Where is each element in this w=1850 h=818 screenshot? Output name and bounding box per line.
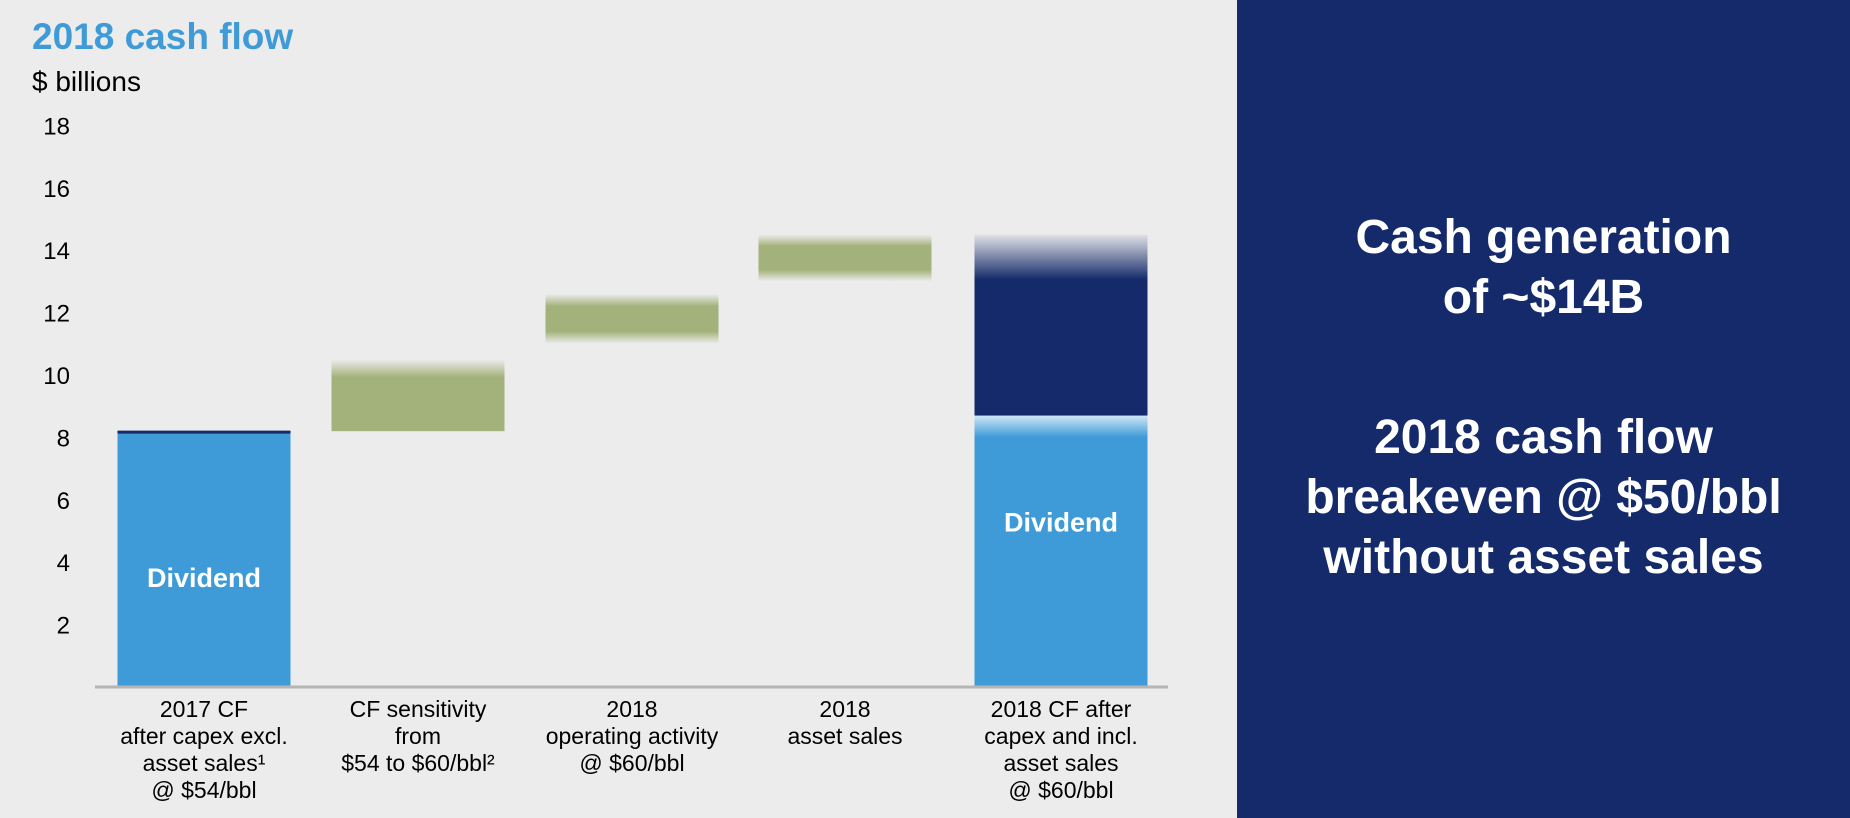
bar-2018-cash-segment xyxy=(974,234,1148,416)
cash-flow-waterfall-chart: 2 4 6 8 10 12 14 16 18 Dividend Dividend 2017 CF a… xyxy=(43,113,1168,803)
x-category-label: CF sensitivity from $54 to $60/bbl² xyxy=(341,696,495,776)
y-tick-label: 2 xyxy=(57,613,70,640)
waterfall-step-bar xyxy=(758,234,932,282)
y-tick-label: 12 xyxy=(43,301,70,328)
waterfall-step-bar xyxy=(331,359,505,432)
x-category-label: 2017 CF after capex excl. asset sales¹ @ $5… xyxy=(120,696,287,803)
bar-2018-dividend-segment xyxy=(974,415,1148,687)
y-tick-label: 8 xyxy=(57,425,70,452)
y-tick-label: 6 xyxy=(57,488,70,515)
bar-2017-dividend xyxy=(117,431,291,687)
chart-title: 2018 cash flow xyxy=(32,16,294,57)
y-tick-label: 14 xyxy=(43,238,70,265)
chart-panel: 2018 cash flow $ billions xyxy=(32,16,1168,803)
callout-headline: Cash generation xyxy=(1355,211,1732,264)
callout-breakeven-line3: without asset sales xyxy=(1323,531,1764,584)
y-tick-label: 18 xyxy=(43,113,70,140)
bar-data-label: Dividend xyxy=(147,563,261,593)
y-tick-label: 4 xyxy=(57,550,70,577)
callout-breakeven-line2: breakeven @ $50/bbl xyxy=(1305,471,1782,524)
callout-breakeven-line1: 2018 cash flow xyxy=(1374,411,1713,464)
x-category-label: 2018 operating activity @ $60/bbl xyxy=(546,696,719,776)
bar-data-label: Dividend xyxy=(1004,508,1118,538)
x-category-label: 2018 asset sales xyxy=(787,696,902,749)
y-tick-label: 16 xyxy=(43,176,70,203)
y-tick-label: 10 xyxy=(43,363,70,390)
x-category-label: 2018 CF after capex and incl. asset sales @… xyxy=(984,696,1137,803)
y-axis-unit-label: $ billions xyxy=(32,66,141,97)
waterfall-step-bar xyxy=(545,293,719,344)
callout-panel: Cash generation of ~$14B 2018 cash flow … xyxy=(1237,0,1850,818)
callout-headline-value: of ~$14B xyxy=(1442,271,1645,324)
